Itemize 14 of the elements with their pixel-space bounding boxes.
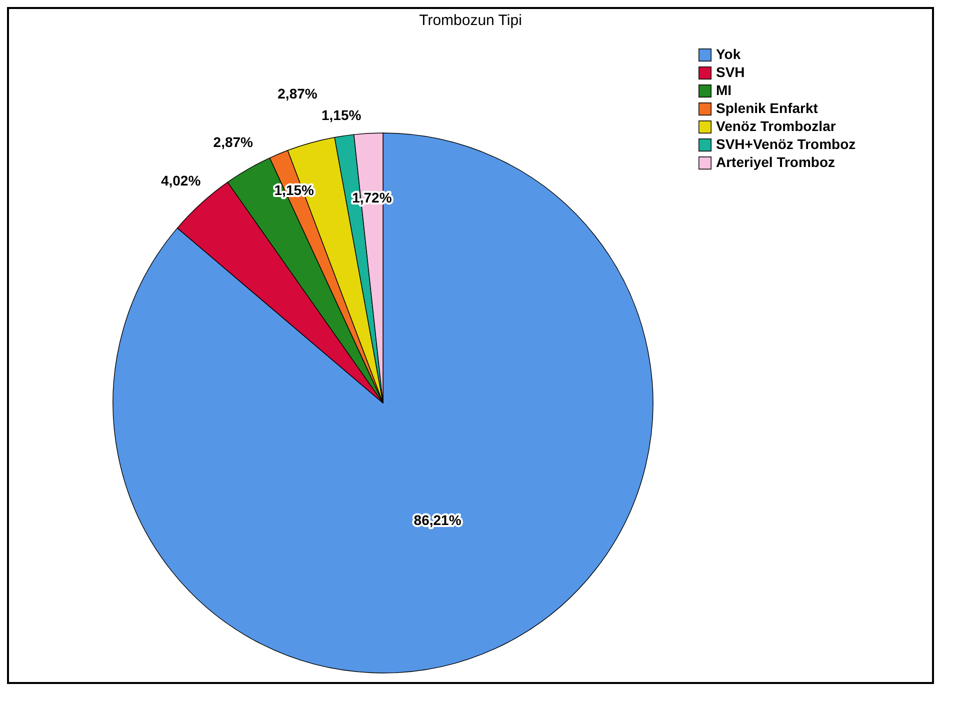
legend-label: SVH+Venöz Tromboz <box>716 136 856 152</box>
legend-label: MI <box>716 82 732 98</box>
legend-label: SVH <box>716 64 745 80</box>
data-label: 2,87% <box>278 86 318 102</box>
data-label: 2,87% <box>213 134 254 150</box>
legend-label: Venöz Trombozlar <box>716 118 836 134</box>
chart-title: Trombozun Tipi <box>419 12 522 29</box>
data-label: 1,15% <box>321 107 362 124</box>
data-label: 4,02% <box>160 172 202 188</box>
pie-slice <box>113 132 654 674</box>
legend-label: Yok <box>716 46 741 62</box>
legend-label: Arteriyel Tromboz <box>716 154 836 170</box>
data-label: 86,21% <box>414 512 462 528</box>
legend-label: Splenik Enfarkt <box>716 100 818 116</box>
